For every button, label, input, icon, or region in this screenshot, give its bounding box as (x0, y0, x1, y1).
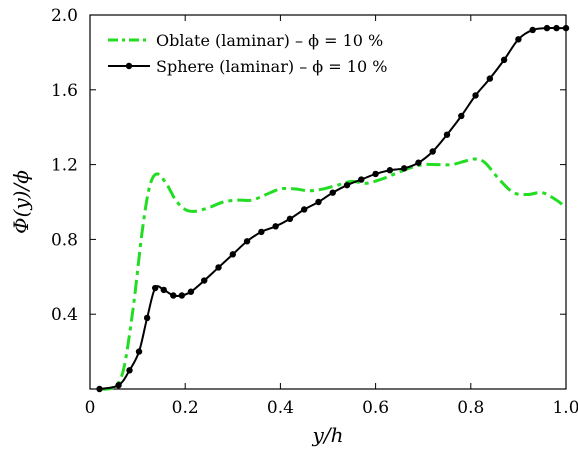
data-point-sphere (243, 238, 251, 245)
data-point-sphere (143, 314, 151, 322)
data-point-sphere (372, 170, 379, 178)
data-point-sphere (415, 159, 422, 166)
y-tick-label: 0.8 (51, 230, 78, 250)
y-axis-title: Φ(y)/ϕ (9, 170, 33, 234)
data-point-sphere (286, 215, 294, 223)
data-point-sphere (135, 348, 143, 355)
data-point-sphere (229, 251, 236, 258)
data-point-sphere (343, 181, 351, 189)
x-tick-label: 0.6 (362, 398, 389, 418)
data-point-sphere (386, 167, 394, 174)
data-point-sphere (472, 92, 479, 99)
x-ticks: 0 0.2 0.4 0.6 0.8 1.0 (85, 15, 578, 418)
data-point-sphere (178, 292, 186, 299)
data-point-sphere (272, 223, 279, 230)
data-point-sphere (543, 24, 551, 32)
y-ticks: 0.4 0.8 1.2 1.6 2.0 (51, 6, 566, 325)
legend: Oblate (laminar) – ϕ = 10 % Sphere (lami… (108, 31, 387, 76)
y-tick-label: 1.2 (51, 156, 78, 176)
data-point-sphere (400, 165, 408, 172)
data-point-sphere (458, 112, 465, 120)
legend-label-sphere: Sphere (laminar) – ϕ = 10 % (156, 57, 387, 76)
y-tick-label: 1.6 (51, 81, 78, 101)
legend-label-oblate: Oblate (laminar) – ϕ = 10 % (156, 31, 383, 50)
data-point-sphere (152, 284, 159, 292)
data-point-sphere (96, 385, 103, 393)
data-point-sphere (429, 148, 436, 155)
legend-marker-sphere (125, 62, 133, 70)
y-tick-label: 2.0 (51, 6, 78, 26)
series-layer (96, 24, 570, 393)
data-point-sphere (115, 382, 122, 389)
data-point-sphere (215, 264, 222, 271)
data-point-sphere (160, 286, 167, 294)
data-point-sphere (187, 288, 195, 295)
data-point-sphere (515, 36, 522, 43)
data-point-sphere (126, 367, 133, 374)
data-point-sphere (529, 26, 536, 34)
data-point-sphere (358, 176, 365, 183)
series-line-sphere (99, 26, 566, 390)
axes (89, 14, 567, 390)
x-tick-label: 1.0 (552, 398, 578, 418)
data-point-sphere (301, 206, 308, 213)
data-point-sphere (443, 131, 451, 138)
x-tick-label: 0.4 (267, 398, 294, 418)
x-axis-title: y/h (312, 423, 344, 447)
data-point-sphere (562, 24, 570, 32)
data-point-sphere (315, 198, 322, 206)
x-tick-label: 0.8 (457, 398, 484, 418)
data-point-sphere (500, 56, 508, 64)
data-point-sphere (329, 189, 336, 196)
data-point-sphere (170, 292, 177, 299)
plot-frame (89, 14, 567, 390)
data-point-sphere (201, 277, 208, 284)
x-tick-label: 0 (85, 398, 96, 418)
data-point-sphere (486, 75, 494, 82)
data-point-sphere (553, 24, 560, 32)
x-tick-label: 0.2 (172, 398, 199, 418)
series-line-oblate (99, 157, 567, 391)
data-point-sphere (258, 228, 265, 236)
y-tick-label: 0.4 (51, 305, 78, 325)
